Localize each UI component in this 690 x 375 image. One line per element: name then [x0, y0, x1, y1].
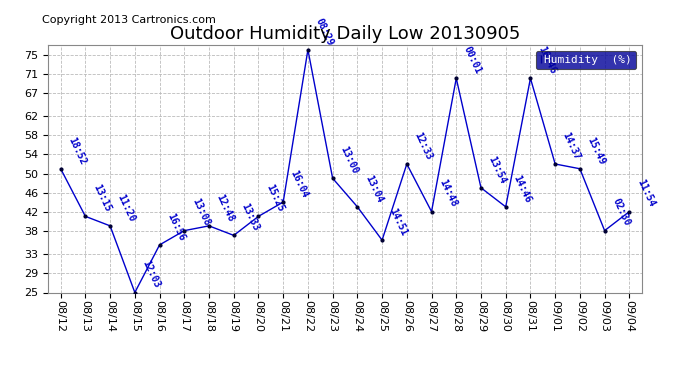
Text: 08:29: 08:29 [313, 16, 335, 47]
Text: 15:49: 15:49 [585, 135, 607, 166]
Text: 16:04: 16:04 [288, 168, 311, 199]
Text: 11:20: 11:20 [116, 192, 137, 223]
Title: Outdoor Humidity Daily Low 20130905: Outdoor Humidity Daily Low 20130905 [170, 26, 520, 44]
Text: 18:52: 18:52 [66, 135, 88, 166]
Text: 13:08: 13:08 [190, 197, 211, 228]
Text: 16:46: 16:46 [536, 45, 558, 75]
Text: 12:48: 12:48 [215, 192, 236, 223]
Text: 14:37: 14:37 [561, 130, 582, 161]
Text: 13:00: 13:00 [338, 145, 359, 176]
Text: 13:54: 13:54 [486, 154, 508, 185]
Text: 00:01: 00:01 [462, 45, 483, 75]
Text: 02:30: 02:30 [610, 197, 631, 228]
Text: 12:33: 12:33 [413, 130, 434, 161]
Text: 14:46: 14:46 [511, 173, 533, 204]
Text: 12:03: 12:03 [140, 259, 162, 290]
Text: Copyright 2013 Cartronics.com: Copyright 2013 Cartronics.com [42, 15, 216, 25]
Legend: Humidity  (%): Humidity (%) [536, 51, 636, 69]
Text: 14:48: 14:48 [437, 178, 459, 209]
Text: 15:25: 15:25 [264, 183, 286, 214]
Text: 13:33: 13:33 [239, 202, 261, 232]
Text: 13:04: 13:04 [363, 173, 384, 204]
Text: 11:54: 11:54 [635, 178, 656, 209]
Text: 16:56: 16:56 [165, 211, 186, 242]
Text: 13:15: 13:15 [91, 183, 112, 214]
Text: 14:51: 14:51 [388, 207, 409, 237]
